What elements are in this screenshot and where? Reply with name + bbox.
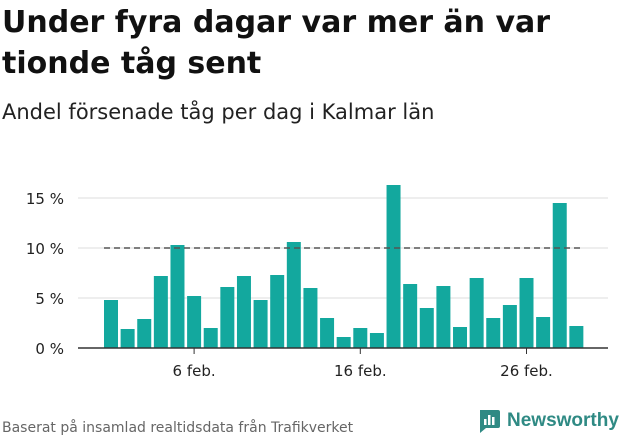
bar	[187, 296, 202, 348]
bar	[552, 203, 567, 348]
bar	[286, 242, 301, 348]
bar	[104, 300, 118, 348]
bar	[453, 327, 468, 348]
y-tick-label: 0 %	[35, 340, 64, 358]
bars	[104, 185, 584, 348]
x-tick-label: 6 feb.	[173, 362, 216, 380]
chart-subtitle: Andel försenade tåg per dag i Kalmar län	[2, 100, 435, 124]
y-tick-label: 10 %	[26, 240, 64, 258]
bar	[220, 287, 235, 348]
bar	[336, 337, 351, 348]
bar	[502, 305, 517, 348]
chart-title: Under fyra dagar var mer än var tionde t…	[2, 5, 551, 81]
y-axis-ticks: 0 % 5 % 10 % 15 %	[26, 190, 64, 358]
bar	[270, 275, 285, 348]
bar	[403, 284, 418, 348]
bar	[469, 278, 484, 348]
bar	[536, 317, 551, 348]
x-tick-label: 16 feb.	[334, 362, 387, 380]
brand-logo: Newsworthy	[476, 408, 619, 434]
x-axis-ticks: 6 feb. 16 feb. 26 feb.	[173, 348, 553, 380]
bar	[253, 300, 268, 348]
bar	[320, 318, 335, 348]
bar-chart: 0 % 5 % 10 % 15 % 6 feb. 16 feb. 26 feb.	[26, 185, 608, 380]
bar	[436, 286, 451, 348]
bar	[303, 288, 318, 348]
bar	[153, 276, 168, 348]
bar	[170, 245, 185, 348]
source-note: Baserat på insamlad realtidsdata från Tr…	[2, 420, 354, 436]
bar	[569, 326, 584, 348]
y-tick-label: 5 %	[35, 290, 64, 308]
bar	[137, 319, 152, 348]
bar	[203, 328, 218, 348]
bar	[486, 318, 501, 348]
bar	[419, 308, 434, 348]
newsworthy-logo-icon	[480, 410, 500, 433]
bar	[386, 185, 401, 348]
bar	[120, 329, 135, 348]
brand-name: Newsworthy	[507, 410, 619, 431]
y-tick-label: 15 %	[26, 190, 64, 208]
x-tick-label: 26 feb.	[500, 362, 553, 380]
bar	[369, 333, 384, 348]
bar	[353, 328, 368, 348]
bar	[519, 278, 534, 348]
bar	[236, 276, 251, 348]
